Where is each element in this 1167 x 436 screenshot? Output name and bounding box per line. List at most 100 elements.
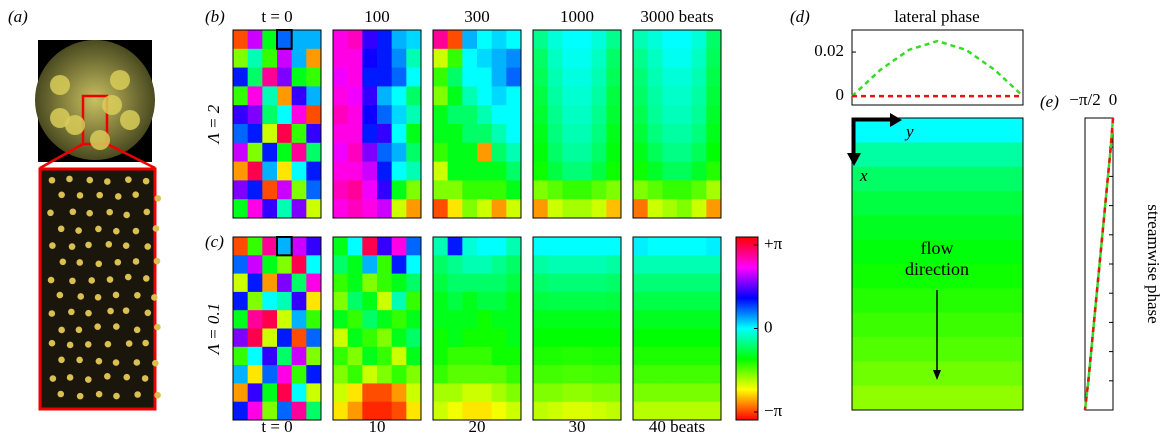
phase-cell [691,142,707,162]
phase-cell [233,346,249,366]
phase-cell [406,67,422,87]
phase-cell [633,199,649,219]
phase-cell [506,346,522,366]
somatic-cell [122,242,130,249]
phase-cell [433,124,449,144]
zoom-line [106,142,156,170]
phase-cell [406,273,422,293]
phase-cell [633,142,649,162]
phase-cell [291,237,307,256]
phase-cell [691,383,707,403]
phase-cell [433,86,449,106]
phase-cell [633,273,649,293]
phase-cell [647,401,663,421]
phase-cell [491,199,507,219]
somatic-cell [57,225,65,233]
phase-cell [391,273,407,293]
phase-cell [362,328,378,348]
phase-cell [462,67,478,87]
phase-cell [262,401,278,421]
phase-cell [406,48,422,68]
phase-cell [333,67,349,87]
phase-row [852,166,1023,192]
phase-cell [547,291,563,311]
phase-cell [562,180,578,200]
panel-frame [432,236,522,421]
phase-cell [691,310,707,329]
phase-cell [377,180,393,200]
panel-frame [332,236,422,421]
phase-cell [462,273,478,293]
somatic-cell [154,391,161,399]
phase-cell [333,328,349,348]
line-series [1083,117,1115,411]
phase-cell [577,199,593,219]
phase-cell [477,383,493,403]
somatic-cell [104,372,111,380]
somatic-cell [84,341,92,348]
phase-cell [306,255,322,274]
somatic-cell [112,359,120,366]
phase-cell [677,199,693,219]
phase-cell [362,255,378,274]
phase-cell [491,255,507,274]
phase-cell [462,310,478,329]
phase-cell [347,328,363,348]
phase-cell [391,48,407,68]
phase-cell [533,237,549,256]
phase-cell [677,255,693,274]
phase-cell [462,346,478,366]
phase-cell [691,105,707,125]
phase-cell [562,310,578,329]
phase-cell [291,255,307,274]
somatic-cell [107,307,114,315]
phase-cell [577,255,593,274]
phase-cell [333,365,349,384]
phase-cell [462,86,478,106]
phase-cell [406,310,422,329]
phase-cell [347,105,363,125]
phase-cell [533,255,549,274]
axis-label: streamwise phase [1144,204,1163,323]
phase-cell [406,328,422,348]
phase-cell [447,161,463,181]
phase-cell [447,180,463,200]
phase-cell [391,161,407,181]
phase-cell [533,291,549,311]
phase-cell [662,180,678,200]
phase-cell [677,180,693,200]
phase-cell [233,291,249,311]
colorbar-tick-label: +π [764,234,783,253]
colorbar-tick-label: 0 [764,317,773,336]
phase-cell [577,124,593,144]
phase-row [852,385,1023,411]
phase-cell [477,67,493,87]
phase-cell [306,273,322,293]
phase-cell [491,86,507,106]
phase-row [852,118,1023,143]
phase-cell [491,48,507,68]
phase-cell [533,328,549,348]
phase-cell [333,383,349,403]
phase-cell [347,86,363,106]
phase-cell [506,86,522,106]
phase-cell [306,365,322,384]
phase-cell [662,255,678,274]
phase-cell [533,401,549,421]
phase-cell [706,346,722,366]
phase-cell [606,124,622,144]
phase-cell [691,401,707,421]
somatic-cell [86,176,94,184]
phase-cell [677,383,693,403]
arrow-head [933,370,941,380]
phase-cell [447,86,463,106]
phase-cell [262,383,278,403]
row-label: Λ = 0.1 [204,303,223,356]
somatic-cell [132,191,140,199]
phase-cell [591,365,607,384]
phase-cell [506,105,522,125]
somatic-cell [96,191,103,199]
phase-cell [562,161,578,181]
phase-cell [477,328,493,348]
phase-cell [633,161,649,181]
